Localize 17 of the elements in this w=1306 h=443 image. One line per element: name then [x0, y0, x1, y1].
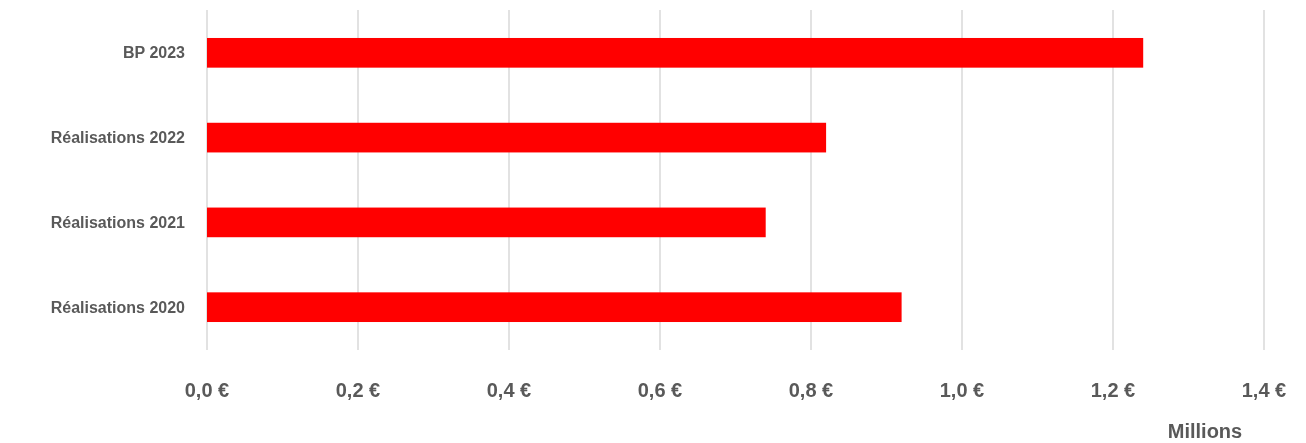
x-axis-title: Millions — [1167, 420, 1243, 442]
bar — [207, 292, 902, 323]
x-tick-label: 0,4 € — [486, 379, 532, 401]
bar — [207, 122, 827, 153]
y-tick-label: Réalisations 2020 — [50, 298, 186, 316]
y-tick-label: BP 2023 — [123, 44, 186, 62]
x-tick-label: 0,8 € — [788, 379, 834, 401]
x-tick-label: 0,2 € — [335, 379, 381, 401]
x-tick-label: 1,4 € — [1241, 379, 1287, 401]
y-tick-label: Réalisations 2021 — [50, 213, 186, 231]
y-tick-label: Réalisations 2022 — [50, 129, 186, 147]
x-tick-label: 1,0 € — [939, 379, 985, 401]
bar — [207, 37, 1144, 68]
bar — [207, 207, 766, 238]
x-tick-label: 0,0 € — [184, 379, 230, 401]
x-tick-label: 0,6 € — [637, 379, 683, 401]
x-tick-label: 1,2 € — [1090, 379, 1136, 401]
